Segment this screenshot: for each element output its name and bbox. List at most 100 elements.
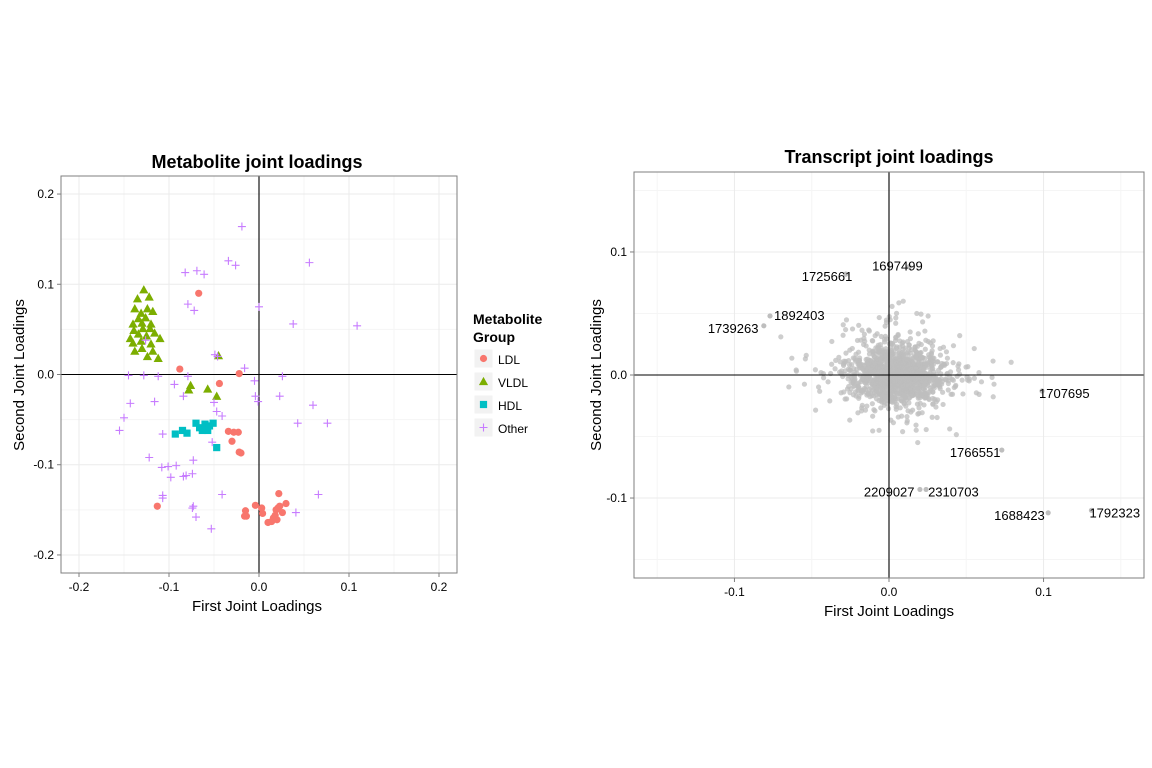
transcript-point: [934, 414, 940, 421]
metabolite-point-other: [218, 490, 227, 499]
transcript-point: [882, 363, 888, 369]
transcript-point: [895, 358, 902, 364]
transcript-point: [929, 348, 935, 354]
transcript-point: [922, 328, 928, 334]
transcript-point-label: 1739263: [708, 321, 759, 336]
transcript-point: [833, 357, 839, 363]
transcript-point: [956, 371, 963, 377]
transcript-point: [854, 366, 860, 372]
transcript-point: [861, 331, 867, 337]
metabolite-point-other: [120, 413, 128, 422]
transcript-point: [847, 367, 854, 374]
metabolite-point-ldl: [264, 518, 272, 527]
transcript-point: [869, 377, 876, 383]
metabolite-point-other: [254, 397, 263, 406]
metabolite-point-other: [210, 350, 219, 359]
metabolite-point-ldl: [215, 379, 223, 388]
transcript-point-label: 1892403: [774, 308, 825, 323]
metabolite-point-other: [237, 222, 246, 231]
transcript-point: [978, 379, 985, 385]
metabolite-point-vldl: [130, 346, 140, 355]
metabolite-point-ldl: [153, 502, 161, 510]
transcript-point-label: 1792323: [1089, 505, 1140, 520]
transcript-point: [989, 374, 995, 381]
metabolite-point-ldl: [278, 508, 286, 517]
metabolite-y-tick-label: 0.0: [37, 368, 54, 382]
transcript-point: [935, 382, 941, 388]
transcript-point-label: 2209027: [864, 484, 915, 499]
metabolite-point-ldl: [241, 512, 249, 520]
transcript-point: [990, 394, 996, 400]
transcript-point: [923, 426, 929, 433]
transcript-point-label: 1766551: [950, 445, 1001, 460]
metabolite-point-ldl: [195, 289, 203, 297]
metabolite-point-other: [323, 419, 332, 428]
transcript-point: [914, 352, 920, 358]
metabolite-point-vldl: [153, 353, 163, 362]
transcript-labeled-points: 1697499 1725661 1892403 1739263 1707695 17665…: [708, 259, 1140, 523]
metabolite-point-other: [212, 407, 221, 416]
transcript-point: [953, 382, 959, 388]
metabolite-point-vldl: [128, 319, 138, 328]
transcript-point: [849, 326, 856, 332]
metabolite-point-vldl: [137, 343, 147, 353]
metabolite-point-vldl: [142, 304, 152, 313]
metabolite-point-other: [181, 268, 190, 277]
metabolite-point-other: [150, 397, 159, 406]
metabolite-x-axis-label: First Joint Loadings: [192, 598, 322, 615]
transcript-point: [971, 345, 977, 352]
transcript-point: [872, 408, 878, 414]
transcript-point: [863, 365, 869, 371]
transcript-point: [943, 349, 950, 355]
transcript-point: [896, 300, 902, 306]
transcript-point: [866, 351, 873, 357]
metabolite-point-vldl: [142, 351, 152, 361]
metabolite-point-vldl: [148, 306, 158, 316]
transcript-point: [870, 338, 876, 344]
transcript-labeled-point: [843, 271, 849, 277]
metabolite-point-ldl: [251, 501, 259, 509]
metabolite-point-hdl: [183, 429, 191, 437]
transcript-point: [908, 366, 914, 372]
metabolite-x-ticks: -0.2 -0.1 0.0 0.1 0.2: [69, 573, 448, 594]
transcript-point: [872, 333, 878, 339]
transcript-point: [893, 351, 899, 358]
metabolite-y-tick-label: -0.2: [33, 548, 54, 562]
transcript-point: [900, 383, 906, 389]
metabolite-point-vldl: [132, 294, 143, 303]
legend-title-line-1: Metabolite: [473, 311, 542, 327]
metabolite-point-other: [314, 490, 323, 499]
metabolite-point-other: [309, 401, 317, 410]
transcript-point: [939, 360, 945, 367]
transcript-point: [923, 390, 929, 397]
metabolite-y-tick-label: 0.2: [37, 187, 54, 201]
transcript-point: [893, 406, 899, 412]
transcript-point: [856, 322, 862, 328]
transcript-point: [971, 375, 977, 381]
transcript-point: [789, 355, 795, 361]
transcript-point: [885, 385, 891, 391]
metabolite-point-vldl: [144, 292, 154, 301]
transcript-point: [907, 329, 913, 335]
metabolite-point-other: [200, 270, 209, 279]
transcript-point: [870, 428, 876, 434]
transcript-point-label: 1697499: [872, 259, 923, 274]
metabolite-point-other: [183, 372, 192, 381]
transcript-point: [953, 432, 959, 438]
metabolite-point-ldl: [234, 428, 242, 436]
metabolite-point-hdl: [204, 426, 212, 435]
transcript-point: [803, 352, 809, 358]
transcript-point: [906, 342, 912, 348]
transcript-point: [960, 391, 966, 397]
transcript-point: [903, 389, 910, 395]
metabolite-point-vldl: [136, 336, 146, 345]
transcript-point: [913, 422, 919, 428]
metabolite-point-other: [278, 372, 287, 381]
metabolite-point-other: [208, 438, 217, 447]
transcript-point: [815, 384, 822, 390]
transcript-labeled-point: [1039, 388, 1045, 394]
transcript-point: [850, 392, 857, 398]
transcript-point: [930, 401, 936, 407]
transcript-point: [876, 314, 882, 321]
transcript-point: [909, 390, 915, 396]
